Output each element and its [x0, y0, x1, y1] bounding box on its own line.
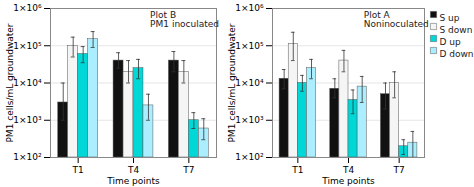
svg-text:T7: T7	[182, 165, 194, 175]
svg-text:1×10²: 1×10²	[13, 152, 42, 162]
svg-text:1×10³: 1×10³	[235, 115, 264, 125]
svg-text:PM1 cells/mL groundwater: PM1 cells/mL groundwater	[5, 23, 15, 142]
svg-text:Plot ANoninoculated: Plot ANoninoculated	[364, 10, 429, 29]
svg-text:1×10³: 1×10³	[13, 115, 42, 125]
svg-text:1×10²: 1×10²	[235, 152, 264, 162]
svg-text:S up: S up	[440, 13, 460, 23]
svg-text:D up: D up	[440, 37, 461, 47]
svg-text:1×10⁴: 1×10⁴	[13, 78, 42, 88]
svg-text:S down: S down	[440, 25, 473, 35]
svg-text:1×10⁵: 1×10⁵	[13, 41, 42, 51]
svg-text:T4: T4	[342, 165, 354, 175]
svg-text:D down: D down	[440, 49, 474, 59]
svg-text:Time points: Time points	[106, 176, 160, 186]
svg-text:T7: T7	[393, 165, 405, 175]
svg-text:T1: T1	[291, 165, 303, 175]
svg-text:1×10⁶: 1×10⁶	[235, 3, 264, 13]
svg-text:1×10⁵: 1×10⁵	[235, 41, 264, 51]
svg-text:1×10⁶: 1×10⁶	[13, 3, 42, 13]
svg-text:PM1 cells/mL groundwater: PM1 cells/mL groundwater	[227, 23, 237, 142]
svg-text:T1: T1	[72, 165, 84, 175]
svg-text:Time points: Time points	[321, 176, 375, 186]
svg-text:1×10⁴: 1×10⁴	[235, 78, 264, 88]
svg-text:T4: T4	[127, 165, 139, 175]
svg-text:Plot BPM1 inoculated: Plot BPM1 inoculated	[150, 10, 219, 29]
